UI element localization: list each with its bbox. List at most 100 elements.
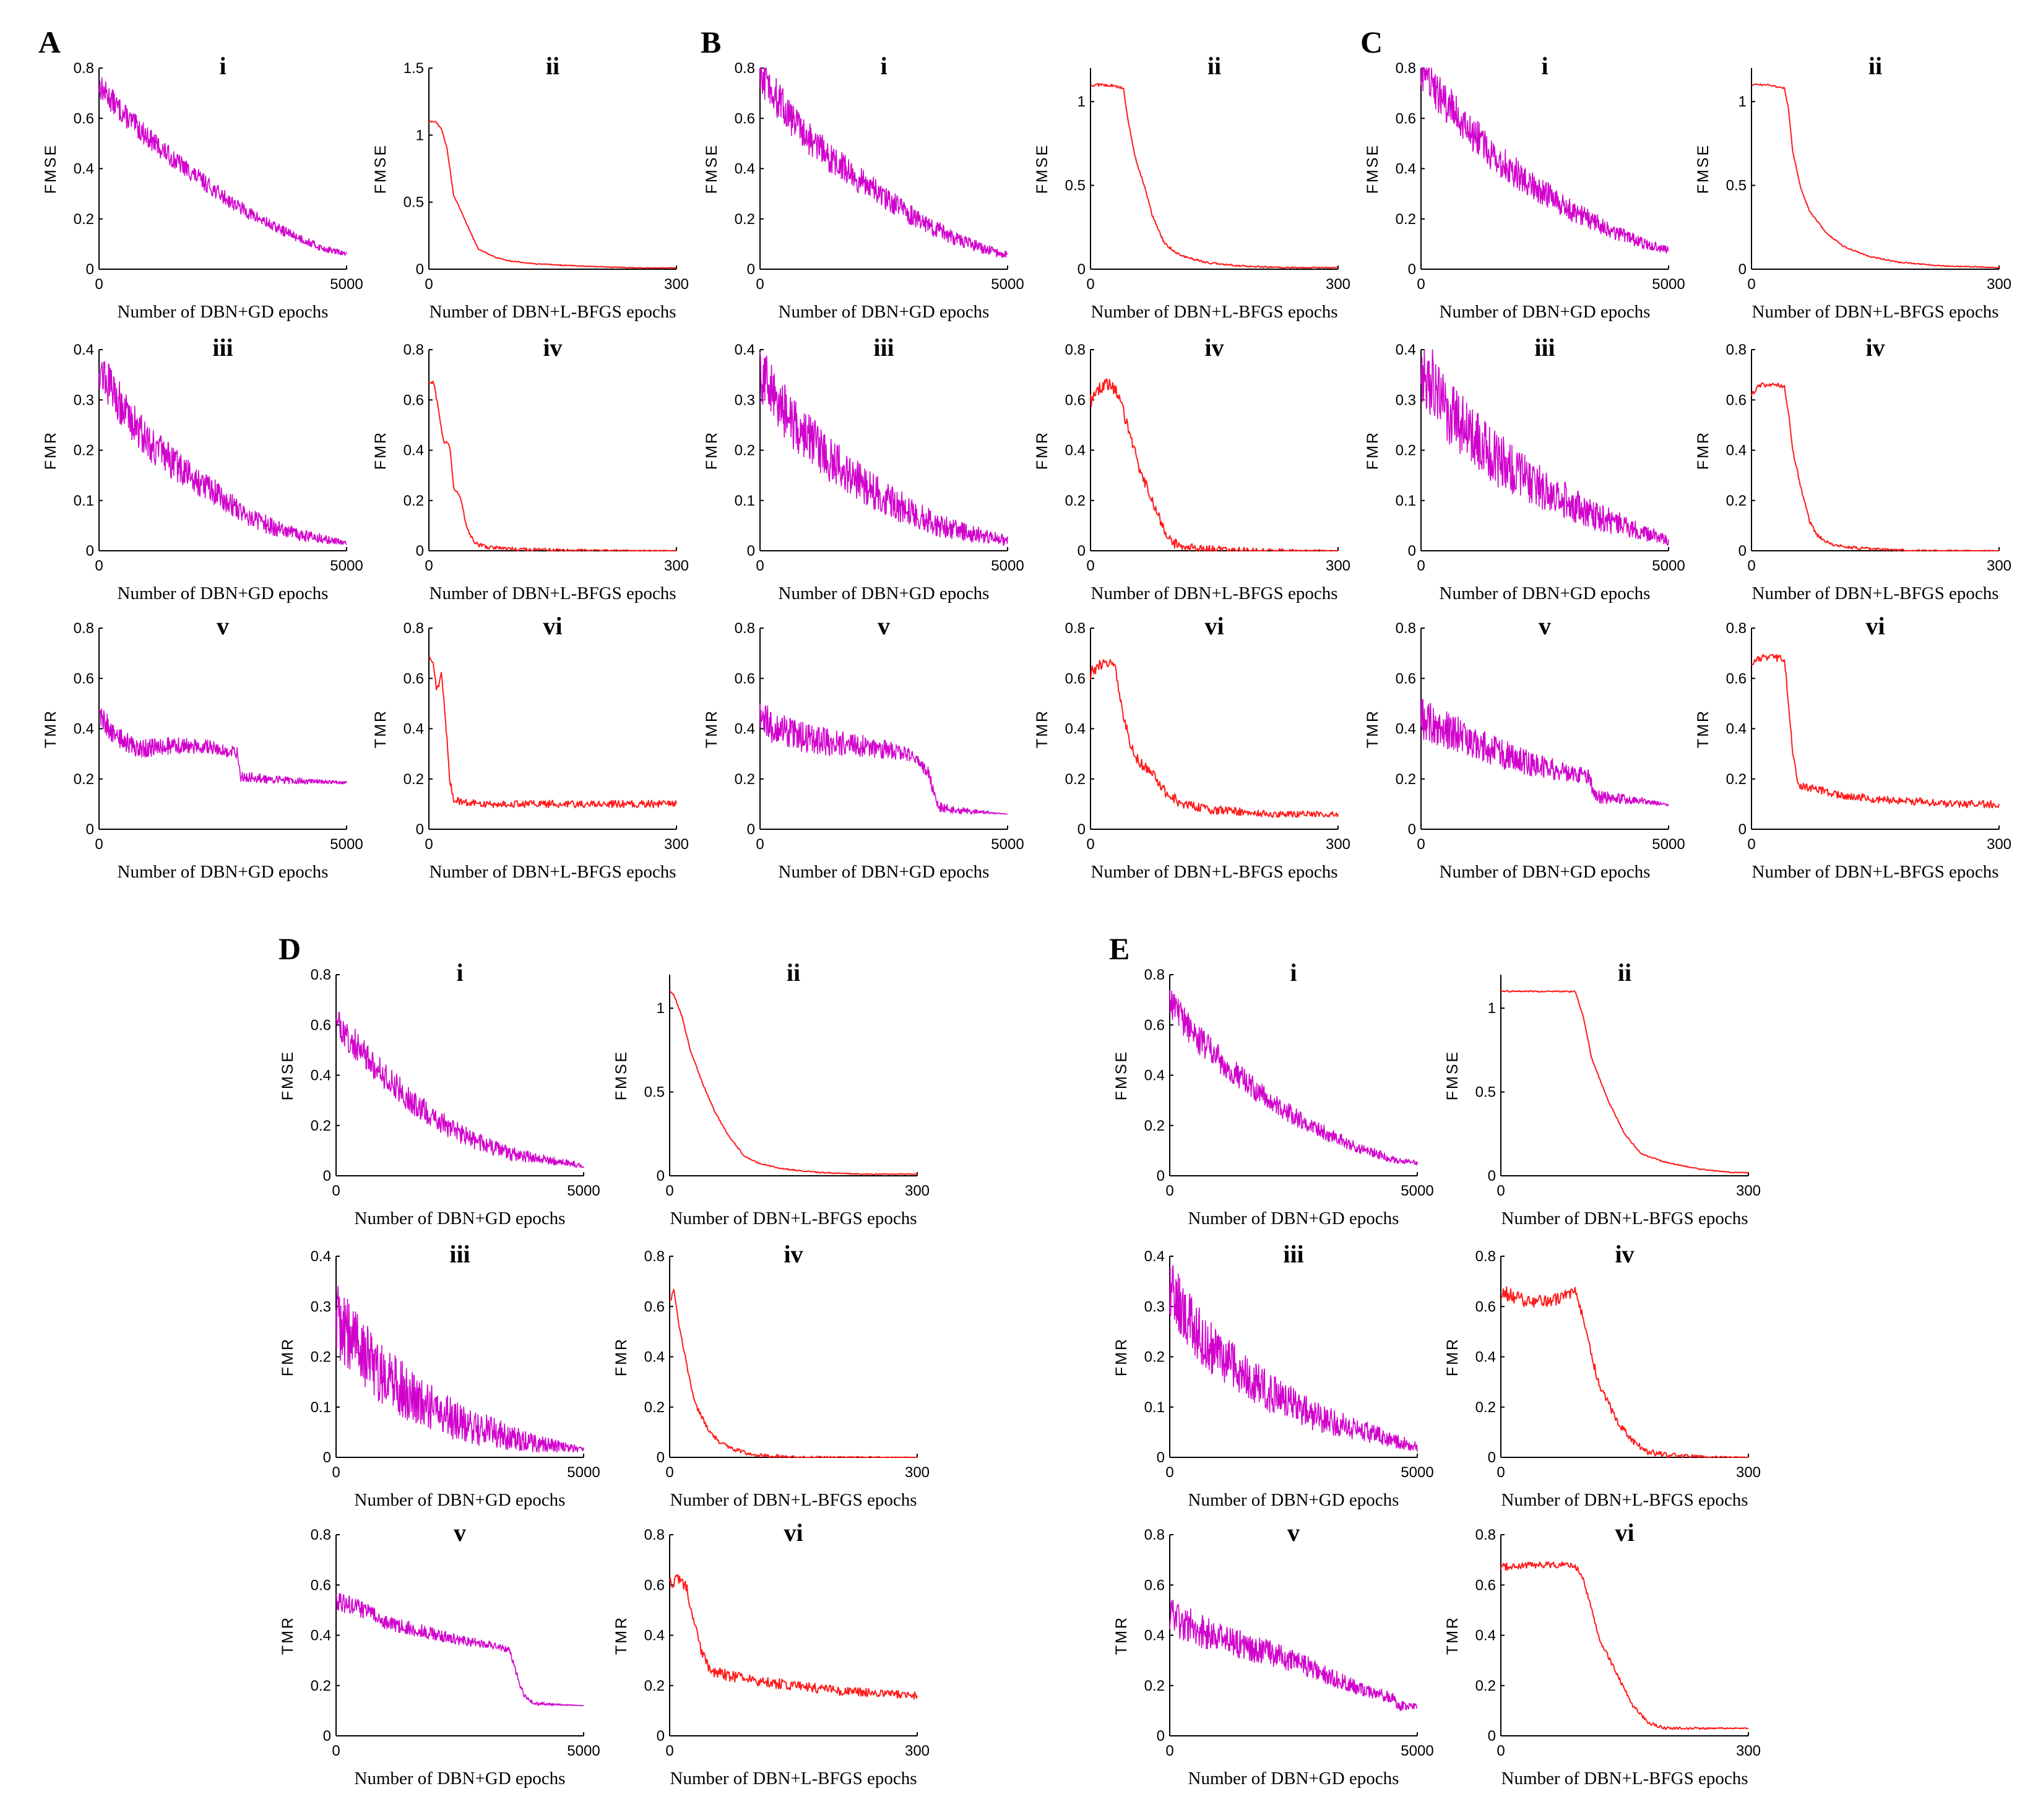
x-tick-label: 300 [1326, 836, 1350, 853]
x-axis-title: Number of DBN+L-BFGS epochs [1091, 302, 1338, 322]
y-axis-title: TMR [1364, 709, 1381, 748]
x-tick-label: 5000 [1652, 558, 1685, 574]
x-axis-title: Number of DBN+L-BFGS epochs [670, 1769, 917, 1788]
y-tick-label: 0.5 [1726, 178, 1747, 194]
y-tick-label: 0.8 [1065, 620, 1086, 637]
y-tick-label: 0.4 [735, 342, 755, 358]
x-tick-label: 5000 [567, 1464, 600, 1481]
subplot-label: i [1290, 959, 1297, 986]
y-tick-label: 0.8 [1144, 1527, 1165, 1543]
x-tick-label: 0 [1747, 276, 1755, 293]
y-tick-label: 0.6 [1065, 392, 1086, 408]
y-tick-label: 0.2 [74, 211, 94, 228]
x-tick-label: 5000 [330, 276, 363, 293]
y-tick-label: 0.2 [644, 1399, 665, 1416]
x-tick-label: 5000 [1401, 1743, 1433, 1759]
chart-e-iii: 0 0.1 0.2 0.3 0.4 0 5000 FMR Number of DBN+GD ep… [1113, 1240, 1434, 1510]
x-axis-title: Number of DBN+L-BFGS epochs [670, 1490, 917, 1510]
y-axis-title: TMR [279, 1616, 296, 1655]
y-tick-label: 0.2 [1065, 771, 1086, 788]
y-axis-title: FMSE [703, 144, 720, 194]
panel-letters: A B C D E [38, 25, 1383, 966]
x-axis-title: Number of DBN+GD epochs [355, 1769, 566, 1788]
x-tick-label: 0 [756, 558, 764, 574]
subplot-label: iii [873, 334, 894, 361]
y-tick-label: 0 [86, 261, 94, 278]
x-tick-label: 300 [664, 276, 689, 293]
x-tick-label: 0 [425, 558, 433, 574]
y-axis-title: FMSE [42, 144, 59, 194]
y-tick-label: 0.2 [1144, 1349, 1165, 1366]
x-tick-label: 300 [1987, 836, 2011, 853]
x-tick-label: 0 [332, 1464, 340, 1481]
panel-letter-a: A [38, 25, 61, 59]
series-line [335, 1285, 584, 1453]
y-axis-title: TMR [372, 709, 389, 748]
y-tick-label: 0 [1078, 543, 1086, 559]
y-axis-title: TMR [613, 1616, 630, 1655]
y-tick-label: 0.4 [404, 721, 424, 738]
chart-b-i: 0 0.2 0.4 0.6 0.8 0 5000 FMSE Number of DBN+GD e… [703, 52, 1024, 322]
y-tick-label: 0.4 [74, 721, 94, 738]
x-axis-title: Number of DBN+L-BFGS epochs [1501, 1490, 1748, 1510]
y-tick-label: 0.8 [1475, 1248, 1496, 1265]
series-line [335, 1593, 584, 1707]
chart-a-vi: 0 0.2 0.4 0.6 0.8 0 300 TMR Number of DBN+L-BFGS… [372, 612, 689, 882]
y-tick-label: 0 [1488, 1449, 1496, 1466]
y-tick-label: 0 [1408, 543, 1416, 559]
x-axis-title: Number of DBN+GD epochs [1188, 1209, 1399, 1228]
y-tick-label: 0.2 [1144, 1678, 1165, 1694]
y-tick-label: 1.5 [404, 60, 424, 77]
panel-letter-e: E [1109, 931, 1129, 966]
y-tick-label: 0.4 [1144, 1067, 1165, 1084]
subplot-label: v [454, 1519, 466, 1546]
x-axis-title: Number of DBN+L-BFGS epochs [1091, 584, 1338, 603]
y-tick-label: 0.8 [1726, 342, 1747, 358]
y-tick-label: 0.6 [1726, 392, 1747, 408]
y-tick-label: 0.2 [311, 1349, 331, 1366]
y-tick-label: 0.2 [1396, 211, 1416, 228]
y-tick-label: 0.4 [1475, 1349, 1496, 1366]
chart-e-ii: 0 0.5 1 0 300 FMSE Number of DBN+L-BFGS epochs… [1444, 959, 1761, 1228]
y-tick-label: 0.8 [311, 967, 331, 983]
y-tick-label: 0.2 [1144, 1118, 1165, 1134]
y-tick-label: 0 [1408, 261, 1416, 278]
chart-b-iv: 0 0.2 0.4 0.6 0.8 0 300 FMR Number of DBN+L-BFGS… [1034, 334, 1350, 603]
series-line [1751, 382, 1999, 551]
chart-c-i: 0 0.2 0.4 0.6 0.8 0 5000 FMSE Number of DBN+GD e… [1364, 52, 1685, 322]
x-tick-label: 300 [905, 1464, 930, 1481]
y-tick-label: 0.5 [1065, 178, 1086, 194]
y-tick-label: 0.6 [404, 392, 424, 408]
y-tick-label: 0.6 [644, 1577, 665, 1594]
y-tick-label: 0.3 [1396, 392, 1416, 408]
y-tick-label: 0.4 [1726, 442, 1747, 459]
x-tick-label: 300 [1736, 1183, 1761, 1199]
y-tick-label: 0.2 [74, 771, 94, 788]
y-tick-label: 0 [1408, 821, 1416, 838]
y-tick-label: 0.6 [735, 110, 755, 127]
chart-a-iv: 0 0.2 0.4 0.6 0.8 0 300 FMR Number of DBN+L-BFGS… [372, 334, 689, 603]
x-tick-label: 0 [1086, 836, 1094, 853]
y-tick-label: 0.4 [644, 1349, 665, 1366]
y-tick-label: 0 [1488, 1168, 1496, 1184]
x-tick-label: 5000 [567, 1183, 600, 1199]
series-line [98, 708, 347, 785]
series-line [759, 351, 1008, 546]
y-tick-label: 0.5 [644, 1084, 665, 1101]
chart-d-iii: 0 0.1 0.2 0.3 0.4 0 5000 FMR Number of DBN+GD ep… [279, 1240, 600, 1510]
y-tick-label: 0.6 [1144, 1017, 1165, 1033]
y-tick-label: 0 [1078, 261, 1086, 278]
y-tick-label: 0.4 [644, 1628, 665, 1644]
y-tick-label: 0.8 [404, 620, 424, 637]
y-tick-label: 0.4 [1065, 721, 1086, 738]
y-tick-label: 0.2 [404, 493, 424, 509]
x-tick-label: 0 [425, 836, 433, 853]
x-tick-label: 0 [1165, 1464, 1173, 1481]
x-tick-label: 0 [665, 1183, 673, 1199]
y-tick-label: 0.4 [311, 1067, 331, 1084]
chart-e-iv: 0 0.2 0.4 0.6 0.8 0 300 FMR Number of DBN+L-BFGS… [1444, 1240, 1761, 1510]
y-tick-label: 0.8 [311, 1527, 331, 1543]
x-tick-label: 5000 [330, 836, 363, 853]
x-tick-label: 0 [756, 836, 764, 853]
